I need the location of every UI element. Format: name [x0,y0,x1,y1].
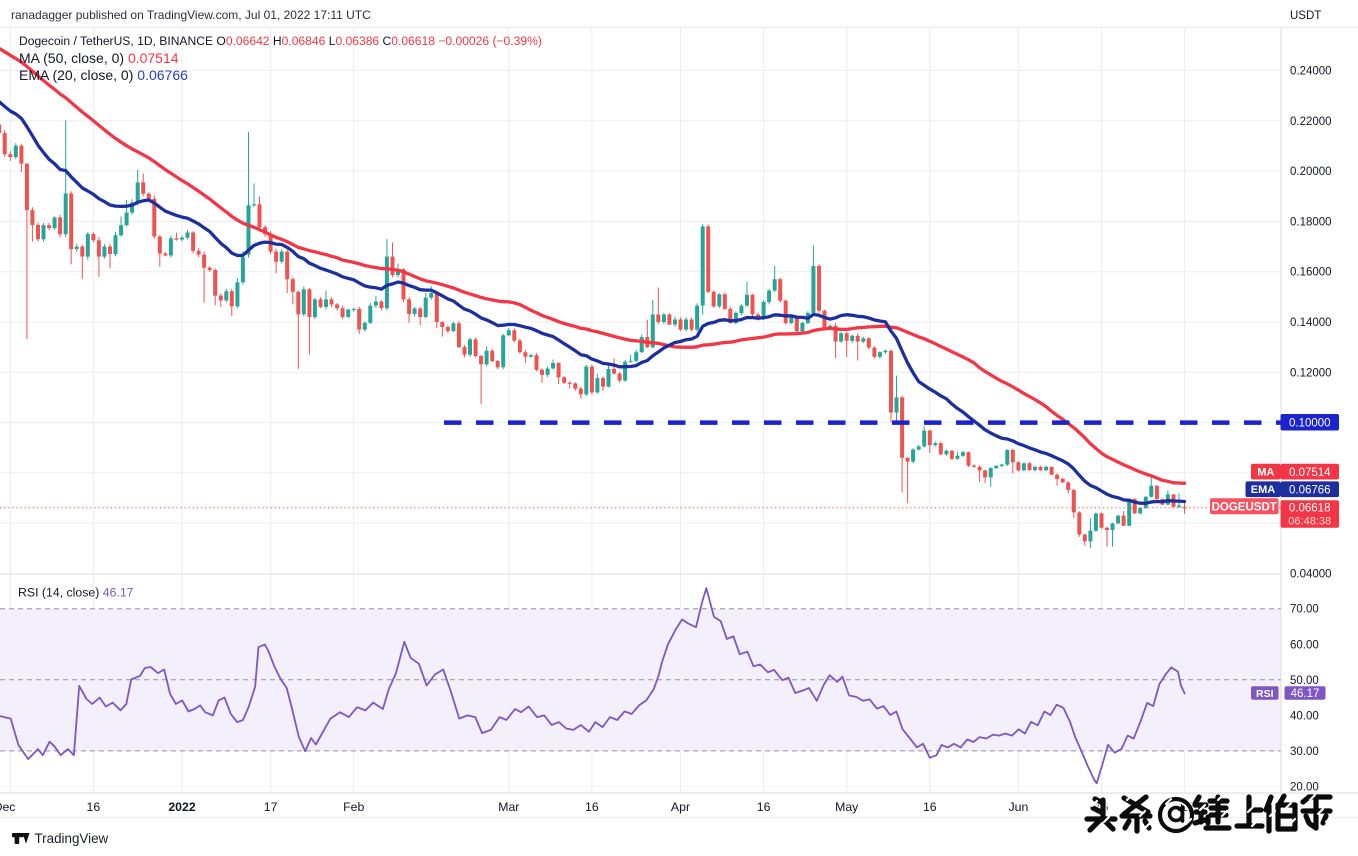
svg-text:Dogecoin / TetherUS, 1D, BINAN: Dogecoin / TetherUS, 1D, BINANCE O0.0664… [19,34,542,48]
svg-text:16: 16 [923,800,937,814]
svg-text:0.06618: 0.06618 [1289,502,1331,514]
svg-text:MA (50, close, 0) 0.07514: MA (50, close, 0) 0.07514 [19,50,179,66]
svg-text:46.17: 46.17 [1291,688,1320,700]
svg-text:2022: 2022 [168,800,196,814]
svg-text:40.00: 40.00 [1290,710,1319,722]
svg-text:0.24000: 0.24000 [1290,66,1332,78]
svg-text:50.00: 50.00 [1290,675,1319,687]
svg-text:Dec: Dec [0,800,15,814]
svg-text:TradingView: TradingView [35,831,109,846]
svg-text:0.14000: 0.14000 [1290,317,1332,329]
svg-text:16: 16 [585,800,599,814]
svg-text:0.20000: 0.20000 [1290,166,1332,178]
svg-text:EMA (20, close, 0) 0.06766: EMA (20, close, 0) 0.06766 [19,67,188,83]
svg-text:Mar: Mar [498,800,519,814]
svg-text:16: 16 [757,800,771,814]
svg-text:30.00: 30.00 [1290,746,1319,758]
svg-text:0.07514: 0.07514 [1289,467,1331,479]
svg-text:70.00: 70.00 [1290,604,1319,616]
svg-text:06:48:38: 06:48:38 [1288,515,1331,527]
svg-text:0.12000: 0.12000 [1290,367,1332,379]
svg-text:Jun: Jun [1008,800,1028,814]
svg-text:Apr: Apr [671,800,690,814]
svg-text:0.16000: 0.16000 [1290,267,1332,279]
svg-text:0.06766: 0.06766 [1289,484,1331,496]
svg-text:60.00: 60.00 [1290,639,1319,651]
svg-text:0.04000: 0.04000 [1290,569,1332,581]
svg-text:May: May [835,800,859,814]
svg-text:USDT: USDT [1290,10,1321,22]
svg-text:17: 17 [264,800,278,814]
svg-text:DOGEUSDT: DOGEUSDT [1212,501,1277,513]
svg-text:EMA: EMA [1251,484,1276,496]
svg-text:0.18000: 0.18000 [1290,216,1332,228]
svg-text:20.00: 20.00 [1290,782,1319,794]
svg-text:RSI: RSI [1256,688,1274,700]
svg-text:0.10000: 0.10000 [1289,417,1331,429]
svg-text:ranadagger published on Tradin: ranadagger published on TradingView.com,… [11,8,371,22]
svg-text:MA: MA [1257,467,1274,479]
svg-text:16: 16 [87,800,101,814]
svg-text:0.22000: 0.22000 [1290,116,1332,128]
svg-text:RSI (14, close) 46.17: RSI (14, close) 46.17 [18,586,134,600]
svg-text:Feb: Feb [343,800,364,814]
